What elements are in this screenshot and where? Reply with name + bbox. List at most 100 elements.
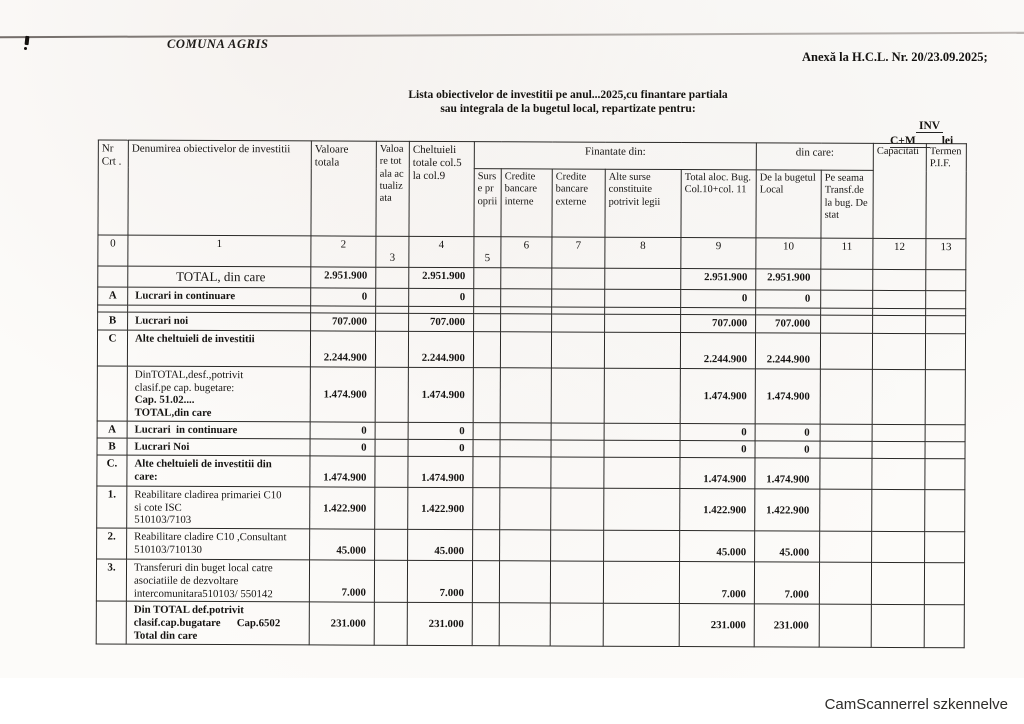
ink-mark-bar: [24, 35, 30, 46]
capacitati-cell: [871, 458, 926, 490]
table-row: C. Alte cheltuieli de investitii din care…: [96, 454, 966, 490]
total-aloc-bug-cell: 1.422.900: [679, 488, 755, 531]
row-number-cell: A: [97, 286, 128, 306]
organization-name: COMUNA AGRIS: [167, 37, 269, 51]
credite-interne-cell: [500, 331, 552, 368]
valoare-actualizata-cell: [375, 331, 409, 368]
capacitati-cell: [872, 269, 926, 291]
cheltuieli-totale-cell: 0: [408, 422, 474, 440]
col-header-cheltuieli-totale: Cheltuieli totale col.5 la col.9: [408, 141, 475, 237]
de-la-bugetul-local-cell: 0: [755, 289, 821, 309]
title-line-2: sau integrala de la bugetul local, repar…: [440, 103, 696, 116]
credite-externe-cell: [550, 487, 604, 531]
de-la-bugetul-local-cell: 231.000: [754, 604, 820, 647]
transf-bug-stat-cell: [820, 369, 873, 425]
unit-cm-line: C+M lei: [890, 135, 976, 148]
objective-name-cell: Lucrari noi: [127, 312, 311, 331]
row-number-cell: [97, 365, 128, 422]
de-la-bugetul-local-cell: 1.474.900: [754, 457, 821, 490]
de-la-bugetul-local-cell: 0: [755, 440, 821, 459]
transf-bug-stat-cell: [820, 290, 873, 309]
objective-name-cell: Din TOTAL def.potrivit clasif.cap.bugata…: [126, 601, 310, 645]
objective-name-bold-text: Cap. 51.02.... TOTAL,din care: [134, 394, 212, 420]
objective-name-text: Reabilitare cladirea primariei C10 si co…: [134, 488, 282, 527]
total-aloc-bug-cell: 0: [680, 289, 756, 308]
objective-name-text: Din TOTAL def.potrivit clasif.cap.bugata…: [133, 603, 281, 642]
table-row: 2. Reabilitare cladire C10 ,Consultant 51…: [96, 528, 965, 563]
objective-name-text: Transferuri din buget local catre asocia…: [133, 561, 273, 600]
cheltuieli-totale-cell: 0: [408, 439, 474, 457]
surse-proprii-cell: [473, 331, 501, 368]
alte-surse-cell: [604, 440, 681, 458]
row-number-cell: C: [97, 329, 128, 367]
ink-mark-icon: [24, 35, 30, 51]
valoare-totala-cell: 1.422.900: [309, 486, 375, 530]
alte-surse-cell: [604, 268, 681, 290]
credite-externe-cell: [551, 267, 605, 290]
valoare-totala-cell: 0: [310, 421, 376, 440]
table-row: C Alte cheltuieli de investitii 2.244.900 2…: [97, 329, 966, 370]
valoare-totala-cell: 2.244.900: [310, 330, 376, 368]
col-num-11: 11: [820, 238, 874, 270]
de-la-bugetul-local-cell: 2.244.900: [755, 332, 821, 370]
valoare-actualizata-cell: [375, 422, 409, 440]
col-header-nr-crt: Nr Crt .: [97, 139, 129, 236]
col-num-3: 3: [375, 236, 409, 268]
col-num-7: 7: [551, 236, 605, 269]
transf-bug-stat-cell: [819, 562, 872, 605]
credite-externe-cell: [551, 422, 605, 441]
group-header-finantate-din: Finantate din:: [474, 141, 757, 170]
surse-proprii-cell: [472, 456, 501, 488]
de-la-bugetul-local-cell: 45.000: [754, 530, 820, 563]
col-header-denumirea: Denumirea obiectivelor de investitii: [127, 140, 312, 236]
valoare-totala-cell: 45.000: [309, 529, 375, 561]
col-header-termen-pif: Termen P.I.F.: [926, 143, 967, 239]
cheltuieli-totale-cell: 1.422.900: [407, 487, 473, 530]
row-number-cell: B: [97, 437, 128, 456]
group-header-din-care: din care:: [756, 142, 874, 171]
credite-externe-cell: [550, 603, 604, 646]
cheltuieli-totale-cell: 0: [408, 288, 474, 307]
col-num-12: 12: [872, 238, 927, 270]
total-aloc-bug-cell: 2.244.900: [680, 332, 756, 369]
objective-name-text: Lucrari in continuare: [135, 289, 236, 303]
row-number-cell: A: [97, 420, 128, 439]
surse-proprii-cell: [472, 529, 500, 561]
col-num-0: 0: [97, 234, 128, 267]
cheltuieli-totale-cell: 2.951.900: [408, 267, 474, 289]
valoare-totala-cell: 2.951.900: [310, 266, 376, 289]
col-num-13: 13: [925, 238, 967, 270]
surse-proprii-cell: [473, 267, 501, 289]
objective-name-cell: Lucrari in continuare: [127, 287, 311, 306]
termen-pif-cell: [925, 315, 966, 334]
cheltuieli-totale-cell: 707.000: [408, 313, 474, 332]
cheltuieli-totale-cell: 231.000: [407, 602, 473, 646]
termen-pif-cell: [924, 489, 965, 532]
row-number-cell: 1.: [96, 485, 127, 529]
termen-pif-cell: [924, 562, 965, 606]
capacitati-cell: [871, 604, 925, 648]
capacitati-cell: [872, 369, 926, 425]
valoare-actualizata-cell: [375, 439, 409, 457]
credite-externe-cell: [551, 313, 605, 333]
valoare-totala-cell: 7.000: [309, 560, 375, 603]
capacitati-cell: [872, 290, 926, 309]
col-header-valoare-actualizata: Valoare totala actualizata: [375, 141, 410, 237]
row-number-cell: C.: [96, 454, 128, 487]
alte-surse-cell: [603, 603, 680, 647]
objective-name-text: Alte cheltuieli de investitii: [134, 332, 255, 346]
row-number-cell: 3.: [96, 559, 127, 602]
credite-externe-cell: [551, 331, 605, 369]
credite-externe-cell: [550, 530, 604, 562]
cheltuieli-totale-cell: 1.474.900: [408, 367, 474, 423]
credite-interne-cell: [500, 439, 552, 457]
surse-proprii-cell: [473, 288, 501, 307]
termen-pif-cell: [924, 458, 966, 490]
credite-interne-cell: [499, 456, 552, 488]
alte-surse-cell: [604, 332, 681, 369]
cheltuieli-totale-cell: 7.000: [407, 560, 473, 603]
capacitati-cell: [871, 562, 925, 605]
surse-proprii-cell: [473, 422, 501, 440]
cheltuieli-totale-cell: 1.474.900: [407, 456, 474, 488]
col-num-5: 5: [473, 236, 501, 268]
